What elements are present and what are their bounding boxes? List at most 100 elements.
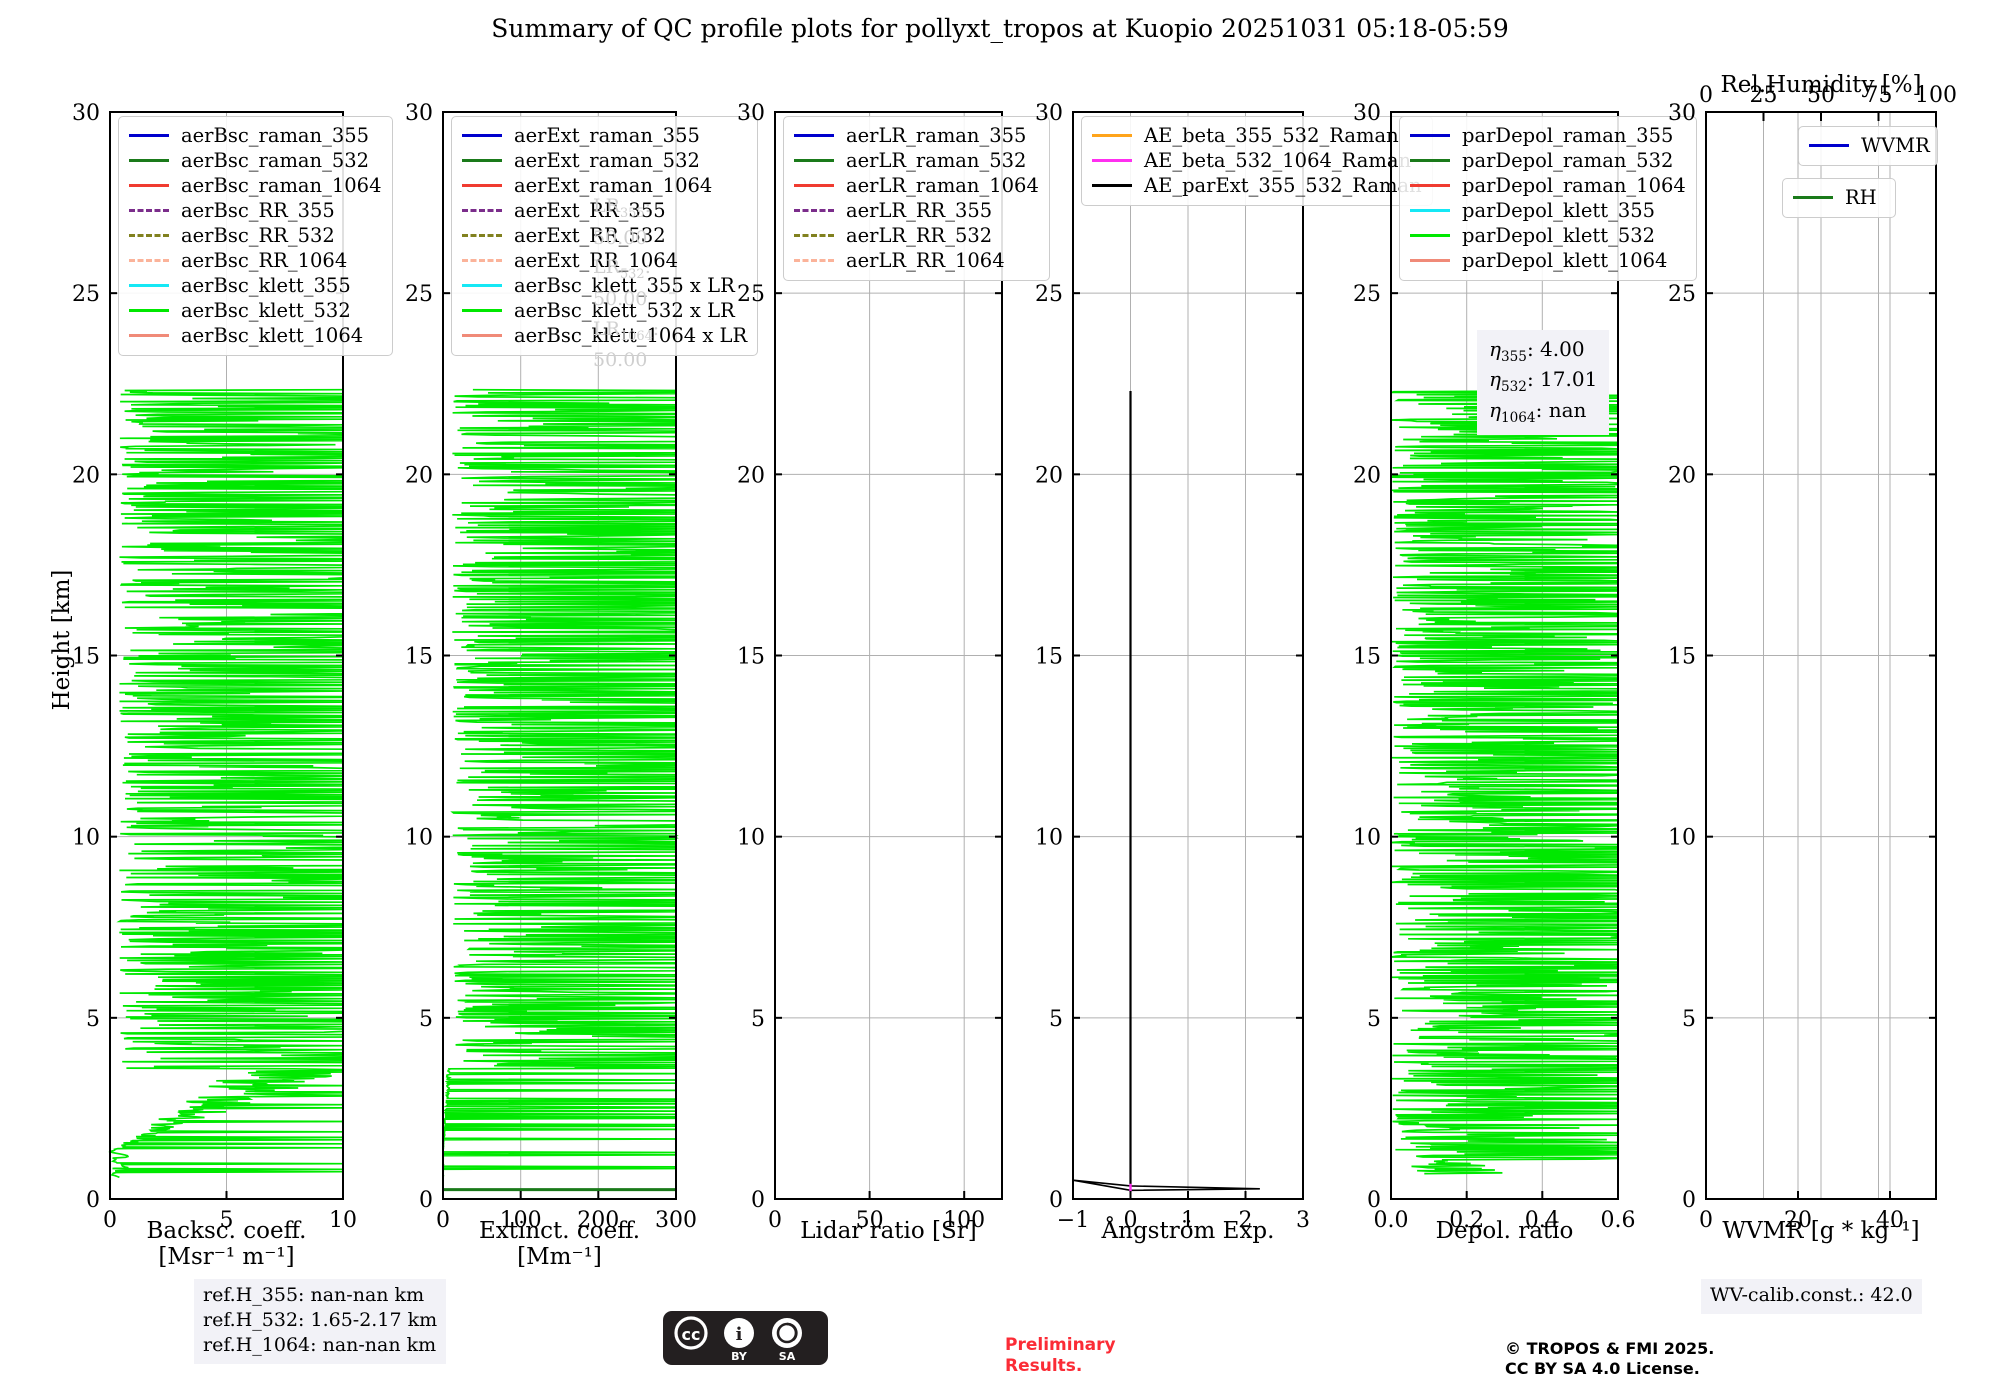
svg-text:BY: BY <box>731 1350 748 1363</box>
svg-text:10: 10 <box>329 1208 357 1233</box>
copyright-line-2: CC BY SA 4.0 License. <box>1505 1359 1700 1378</box>
legend-item[interactable]: aerLR_raman_532 <box>794 148 1039 173</box>
legend-item[interactable]: aerBsc_raman_532 <box>129 148 382 173</box>
legend-swatch-icon <box>1092 159 1132 162</box>
legend-label: aerBsc_klett_532 <box>181 299 351 322</box>
wv-calib-value: WV-calib.const.: 42.0 <box>1710 1284 1913 1306</box>
legend-item[interactable]: aerBsc_klett_532 x LR <box>462 298 747 323</box>
ref-h-532: ref.H_532: 1.65-2.17 km <box>203 1309 438 1332</box>
legend-item[interactable]: aerBsc_RR_532 <box>129 223 382 248</box>
legend-label: aerBsc_klett_532 x LR <box>514 299 735 322</box>
svg-text:75: 75 <box>1865 83 1893 108</box>
legend-label: WVMR <box>1861 134 1930 157</box>
legend-item[interactable]: parDepol_klett_355 <box>1410 198 1686 223</box>
legend-item[interactable]: AE_beta_532_1064_Raman <box>1092 148 1422 173</box>
legend-item[interactable]: aerBsc_RR_355 <box>129 198 382 223</box>
ref-h-1064: ref.H_1064: nan-nan km <box>203 1334 437 1357</box>
legend-swatch-icon <box>129 259 169 262</box>
legend-item[interactable]: aerBsc_klett_1064 <box>129 323 382 348</box>
svg-text:0: 0 <box>436 1208 450 1233</box>
legend-label: aerBsc_RR_355 <box>181 199 335 222</box>
legend-swatch-icon <box>129 284 169 287</box>
legend-item[interactable]: parDepol_raman_1064 <box>1410 173 1686 198</box>
legend-item[interactable]: aerLR_RR_355 <box>794 198 1039 223</box>
legend-item[interactable]: aerLR_raman_355 <box>794 123 1039 148</box>
x-axis-label-extinction: Extinct. coeff. [Mm⁻¹] <box>478 1218 641 1270</box>
svg-text:10: 10 <box>737 826 765 851</box>
legend-swatch-icon <box>462 284 502 287</box>
legend-item[interactable]: aerBsc_raman_1064 <box>129 173 382 198</box>
legend-swatch-icon <box>1410 259 1450 262</box>
legend-item[interactable]: aerBsc_raman_355 <box>129 123 382 148</box>
legend-swatch-icon <box>1410 134 1450 137</box>
legend-label: AE_beta_355_532_Raman <box>1144 124 1399 147</box>
legend-item[interactable]: aerLR_raman_1064 <box>794 173 1039 198</box>
legend-swatch-icon <box>794 209 834 212</box>
legend-swatch-icon <box>462 309 502 312</box>
legend-label: aerLR_raman_1064 <box>846 174 1039 197</box>
legend-angstrom[interactable]: AE_beta_355_532_Raman AE_beta_532_1064_Ra… <box>1081 116 1433 206</box>
legend-swatch-icon <box>794 184 834 187</box>
legend-swatch-icon <box>1410 184 1450 187</box>
legend-item[interactable]: aerLR_RR_532 <box>794 223 1039 248</box>
legend-wvmr-rh-secondary[interactable]: RH <box>1782 178 1896 218</box>
legend-item[interactable]: aerExt_raman_355 <box>462 123 747 148</box>
legend-lidar-ratio[interactable]: aerLR_raman_355 aerLR_raman_532 aerLR_rama… <box>783 116 1050 281</box>
legend-wvmr[interactable]: WVMR <box>1798 126 1938 166</box>
legend-label: aerLR_RR_1064 <box>846 249 1005 272</box>
svg-text:15: 15 <box>1035 645 1063 670</box>
legend-item[interactable]: aerBsc_klett_1064 x LR <box>462 323 747 348</box>
svg-text:30: 30 <box>1668 101 1696 126</box>
legend-item[interactable]: parDepol_klett_1064 <box>1410 248 1686 273</box>
legend-swatch-icon <box>794 159 834 162</box>
legend-swatch-icon <box>462 259 502 262</box>
cc-by-sa-badge-icon: cc i BY SA <box>663 1311 828 1365</box>
svg-text:10: 10 <box>1668 826 1696 851</box>
legend-backscatter[interactable]: aerBsc_raman_355 aerBsc_raman_532 aerBsc_r… <box>118 116 393 356</box>
lidar-ratio-value: LR1064: 50.00 <box>593 317 660 372</box>
lidar-ratio-value: LR355: 50.00 <box>593 195 651 249</box>
svg-text:5: 5 <box>1049 1007 1063 1032</box>
copyright-note: © TROPOS & FMI 2025. CC BY SA 4.0 Licens… <box>1505 1339 1714 1379</box>
legend-item[interactable]: aerBsc_RR_1064 <box>129 248 382 273</box>
legend-item[interactable]: aerExt_raman_532 <box>462 148 747 173</box>
svg-text:20: 20 <box>1035 463 1063 488</box>
plot-panel-backscatter: 0 5 10 15 20 25 30 0 5 10 aerBsc_raman_355 aerBsc_r… <box>72 101 393 1233</box>
preliminary-results-note: Preliminary Results. <box>1005 1335 1116 1378</box>
legend-swatch-icon <box>129 134 169 137</box>
legend-item[interactable]: parDepol_klett_532 <box>1410 223 1686 248</box>
legend-item[interactable]: aerExt_RR_532 <box>462 223 747 248</box>
legend-item[interactable]: parDepol_raman_532 <box>1410 148 1686 173</box>
eta-value: η1064: nan <box>1489 397 1587 426</box>
svg-text:25: 25 <box>1353 282 1381 307</box>
legend-label: parDepol_raman_1064 <box>1462 174 1686 197</box>
legend-label: parDepol_raman_355 <box>1462 124 1674 147</box>
svg-text:25: 25 <box>405 282 433 307</box>
lidar-ratio-value: LR532: 50.00 <box>593 256 651 311</box>
legend-item[interactable]: aerBsc_klett_532 <box>129 298 382 323</box>
legend-item[interactable]: aerExt_RR_355 <box>462 198 747 223</box>
legend-label: aerExt_RR_1064 <box>514 249 679 272</box>
legend-item[interactable]: parDepol_raman_355 <box>1410 123 1686 148</box>
ref-h-355: ref.H_355: nan-nan km <box>203 1284 425 1306</box>
legend-swatch-icon <box>129 209 169 212</box>
legend-item[interactable]: AE_beta_355_532_Raman <box>1092 123 1422 148</box>
legend-label: parDepol_klett_532 <box>1462 224 1656 247</box>
legend-item[interactable]: RH <box>1793 185 1885 210</box>
legend-item[interactable]: aerBsc_klett_355 x LR <box>462 273 747 298</box>
svg-text:40: 40 <box>1876 1208 1904 1233</box>
svg-text:25: 25 <box>72 282 100 307</box>
legend-item[interactable]: AE_parExt_355_532_Raman <box>1092 173 1422 198</box>
legend-item[interactable]: aerLR_RR_1064 <box>794 248 1039 273</box>
legend-label: AE_parExt_355_532_Raman <box>1144 174 1422 197</box>
legend-label: aerBsc_raman_355 <box>181 124 370 147</box>
legend-extinction[interactable]: aerExt_raman_355 aerExt_raman_532 aerExt_r… <box>451 116 759 356</box>
legend-depolarization[interactable]: parDepol_raman_355 parDepol_raman_532 parD… <box>1399 116 1697 281</box>
legend-item[interactable]: aerBsc_klett_355 <box>129 273 382 298</box>
svg-text:0.0: 0.0 <box>1374 1208 1409 1233</box>
svg-text:0.6: 0.6 <box>1601 1208 1636 1233</box>
legend-item[interactable]: aerExt_RR_1064 <box>462 248 747 273</box>
legend-item[interactable]: aerExt_raman_1064 <box>462 173 747 198</box>
legend-item[interactable]: WVMR <box>1809 133 1930 158</box>
legend-label: RH <box>1845 186 1877 209</box>
